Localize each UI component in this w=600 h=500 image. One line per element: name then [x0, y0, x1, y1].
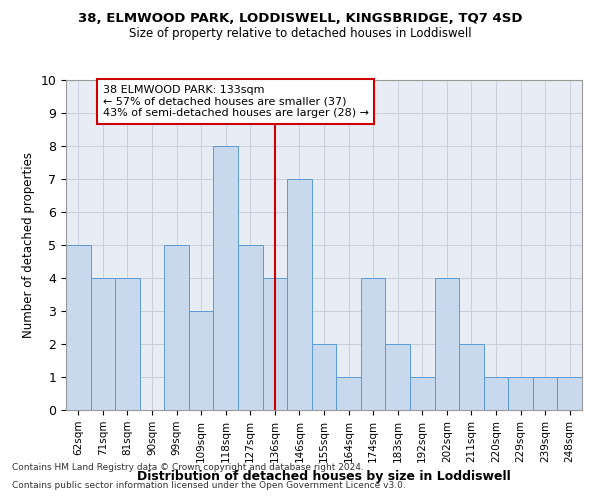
Bar: [312, 344, 336, 410]
Bar: [336, 377, 361, 410]
Bar: [459, 344, 484, 410]
Bar: [434, 278, 459, 410]
Bar: [164, 245, 189, 410]
Bar: [238, 245, 263, 410]
Bar: [287, 179, 312, 410]
Bar: [557, 377, 582, 410]
Bar: [115, 278, 140, 410]
Bar: [508, 377, 533, 410]
Text: Contains HM Land Registry data © Crown copyright and database right 2024.: Contains HM Land Registry data © Crown c…: [12, 464, 364, 472]
Text: Size of property relative to detached houses in Loddiswell: Size of property relative to detached ho…: [128, 28, 472, 40]
Bar: [214, 146, 238, 410]
Text: Contains public sector information licensed under the Open Government Licence v3: Contains public sector information licen…: [12, 481, 406, 490]
Bar: [263, 278, 287, 410]
Bar: [189, 311, 214, 410]
Bar: [410, 377, 434, 410]
Text: 38 ELMWOOD PARK: 133sqm
← 57% of detached houses are smaller (37)
43% of semi-de: 38 ELMWOOD PARK: 133sqm ← 57% of detache…: [103, 85, 369, 118]
Bar: [91, 278, 115, 410]
Bar: [385, 344, 410, 410]
X-axis label: Distribution of detached houses by size in Loddiswell: Distribution of detached houses by size …: [137, 470, 511, 483]
Bar: [533, 377, 557, 410]
Y-axis label: Number of detached properties: Number of detached properties: [22, 152, 35, 338]
Bar: [484, 377, 508, 410]
Bar: [66, 245, 91, 410]
Text: 38, ELMWOOD PARK, LODDISWELL, KINGSBRIDGE, TQ7 4SD: 38, ELMWOOD PARK, LODDISWELL, KINGSBRIDG…: [78, 12, 522, 26]
Bar: [361, 278, 385, 410]
